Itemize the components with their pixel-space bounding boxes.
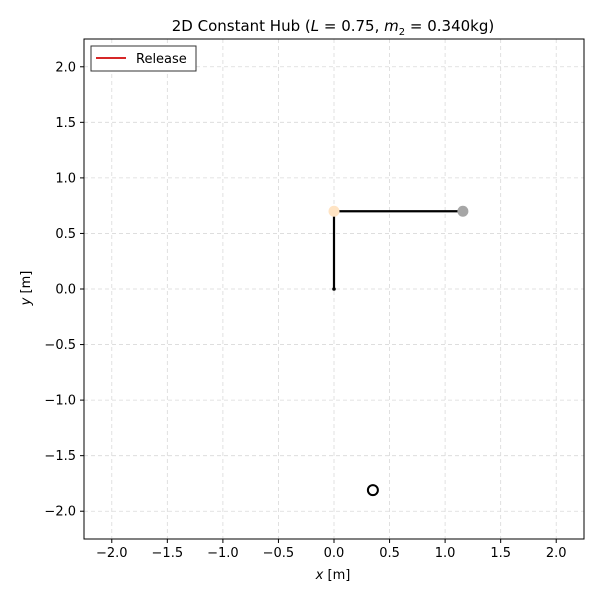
x-tick-label: −2.0 [96,546,128,561]
y-tick-label: −1.5 [44,449,76,464]
legend-label-release: Release [136,52,187,67]
x-tick-label: 1.5 [490,546,511,561]
mass-point [457,205,469,217]
x-tick-label: 0.0 [324,546,345,561]
y-tick-label: −1.0 [44,394,76,409]
data-layer [328,205,469,497]
x-tick-label: −1.5 [152,546,184,561]
x-tick-label: 2.0 [546,546,567,561]
x-tick-label: −0.5 [263,546,295,561]
y-tick-label: −0.5 [44,338,76,353]
y-tick-label: 1.0 [55,171,76,186]
target-marker [366,484,379,497]
y-tick-label: −2.0 [44,505,76,520]
mass-point [328,205,340,217]
hub-point [332,287,336,291]
y-tick-label: 1.5 [55,116,76,131]
x-tick-label: −1.0 [207,546,239,561]
y-tick-label: 0.0 [55,283,76,298]
legend: Release [90,45,197,72]
x-axis-label: x [m] [315,568,351,583]
x-tick-label: 0.5 [379,546,400,561]
grid [84,39,584,539]
x-tick-label: 1.0 [435,546,456,561]
axis-ticks: −2.0 −1.5 −1.0 −0.5 0.0 0.5 1.0 1.5 2.0 −2.0 −1.5 −… [44,60,566,561]
y-axis-label: y [m] [19,271,34,307]
y-tick-label: 0.5 [55,227,76,242]
chart-title: 2D Constant Hub (L = 0.75, m2 = 0.340kg) [172,17,495,38]
y-tick-label: 2.0 [55,60,76,75]
